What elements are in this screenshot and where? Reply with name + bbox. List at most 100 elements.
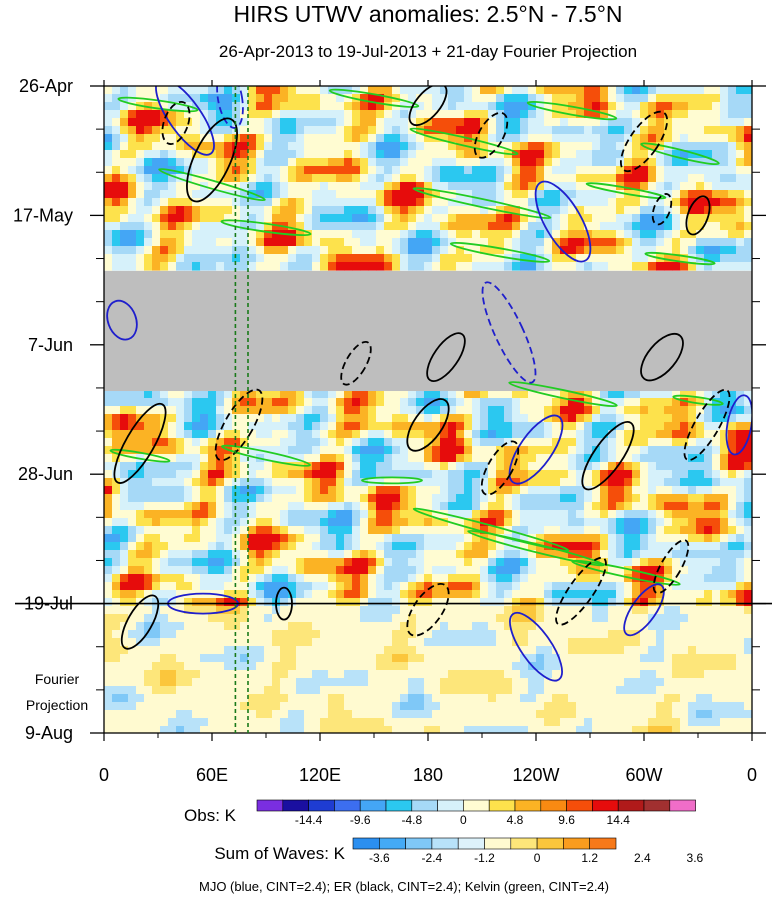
y-tick-label: 19-Jul bbox=[24, 594, 73, 614]
er-contour bbox=[426, 332, 466, 382]
kelvin-contour bbox=[328, 88, 420, 108]
colorbar-swatch bbox=[378, 837, 406, 850]
y-tick-label: 17-May bbox=[13, 205, 73, 225]
colorbar-swatch bbox=[643, 799, 671, 812]
colorbar-label: 1.2 bbox=[581, 851, 598, 865]
x-tick-label: 120W bbox=[512, 765, 559, 785]
er-contour bbox=[408, 86, 448, 127]
er-contour bbox=[340, 341, 372, 386]
colorbar-swatch bbox=[334, 799, 361, 812]
er-contour bbox=[214, 388, 264, 462]
axes: 0 60E 120E 180 120W 60W 0 26-Apr 17-May 7-Jun 28-J… bbox=[13, 76, 766, 785]
colorbar-swatch bbox=[385, 799, 413, 812]
colorbar-label: 0 bbox=[534, 851, 541, 865]
chart-subtitle: 26-Apr-2013 to 19-Jul-2013 + 21-day Four… bbox=[219, 42, 637, 61]
colorbar-swatch bbox=[282, 799, 309, 812]
colorbar-label: 2.4 bbox=[634, 851, 651, 865]
er-contour bbox=[685, 195, 711, 236]
colorbar-swatch bbox=[308, 799, 335, 812]
y-tick-label: 9-Aug bbox=[25, 723, 73, 743]
colorbar-swatch bbox=[463, 799, 490, 812]
anomaly-field bbox=[104, 86, 752, 733]
kelvin-contour bbox=[672, 394, 724, 406]
er-contour bbox=[480, 440, 520, 496]
contour-legend: MJO (blue, CINT=2.4); ER (black, CINT=2.… bbox=[199, 879, 609, 894]
mjo-contour bbox=[106, 299, 138, 341]
colorbar-swatch bbox=[592, 799, 619, 812]
kelvin-contour bbox=[640, 142, 720, 166]
er-contour bbox=[555, 556, 607, 626]
colorbar-swatch bbox=[540, 799, 567, 812]
colorbar-label: 0 bbox=[460, 813, 467, 827]
colorbar-swatch bbox=[256, 799, 284, 812]
chart-title: HIRS UTWV anomalies: 2.5°N - 7.5°N bbox=[233, 1, 622, 27]
mjo-contour bbox=[508, 414, 564, 485]
colorbar-label: 4.8 bbox=[507, 813, 524, 827]
er-contour bbox=[161, 100, 191, 145]
colorbar-swatch bbox=[536, 837, 564, 850]
er-contour bbox=[640, 332, 684, 382]
colorbar-swatch bbox=[431, 837, 459, 850]
colorbar-swatch bbox=[405, 837, 433, 850]
colorbar-swatch bbox=[563, 837, 591, 850]
kelvin-contour bbox=[158, 168, 266, 202]
kelvin-contour bbox=[526, 100, 618, 121]
er-contour bbox=[473, 111, 509, 159]
colorbar-swatch bbox=[589, 837, 617, 850]
kelvin-contour bbox=[585, 182, 667, 200]
x-tick-label: 0 bbox=[747, 765, 757, 785]
colorbar-swatch bbox=[617, 799, 645, 812]
y-tick-label: 7-Jun bbox=[28, 335, 73, 355]
colorbar-swatch bbox=[488, 799, 516, 812]
y-tick-label: 28-Jun bbox=[18, 464, 73, 484]
mjo-contour bbox=[481, 281, 537, 384]
colorbar-swatch bbox=[484, 837, 512, 850]
x-tick-label: 60E bbox=[196, 765, 228, 785]
colorbar-swatch bbox=[437, 799, 464, 812]
kelvin-contour bbox=[221, 444, 311, 467]
colorbar-swatch bbox=[514, 799, 542, 812]
colorbar-label: -4.8 bbox=[401, 813, 422, 827]
x-tick-label: 0 bbox=[99, 765, 109, 785]
colorbar-label: 3.6 bbox=[687, 851, 704, 865]
plot-area bbox=[104, 86, 752, 733]
er-contour bbox=[113, 402, 167, 484]
y-tick-label: 26-Apr bbox=[19, 76, 73, 96]
er-contour bbox=[619, 110, 669, 173]
kelvin-contour bbox=[412, 187, 552, 220]
waves-colorbar-title: Sum of Waves: K bbox=[214, 844, 345, 863]
colorbar-swatch bbox=[411, 799, 438, 812]
colorbar-label: 9.6 bbox=[558, 813, 575, 827]
colorbar-swatch bbox=[566, 799, 593, 812]
colorbar-label: -3.6 bbox=[369, 851, 390, 865]
colorbar-label: -2.4 bbox=[422, 851, 443, 865]
kelvin-contour bbox=[644, 251, 716, 266]
x-tick-label: 60W bbox=[625, 765, 662, 785]
mjo-contour bbox=[509, 611, 563, 682]
mjo-contour bbox=[534, 180, 592, 263]
er-contour bbox=[581, 421, 635, 491]
er-contour bbox=[683, 388, 731, 461]
er-contour bbox=[651, 193, 673, 226]
kelvin-contour bbox=[449, 241, 551, 263]
mjo-contour bbox=[155, 86, 215, 156]
kelvin-contour bbox=[220, 219, 312, 237]
colorbar-swatch bbox=[359, 799, 387, 812]
kelvin-contour bbox=[409, 127, 519, 156]
x-tick-label: 180 bbox=[413, 765, 443, 785]
colorbar-label: -14.4 bbox=[295, 813, 323, 827]
obs-colorbar: -14.4 -9.6 -4.8 0 4.8 9.6 14.4 bbox=[256, 799, 696, 827]
projection-label-2: Projection bbox=[26, 697, 88, 713]
er-contour bbox=[406, 583, 450, 637]
obs-colorbar-title: Obs: K bbox=[184, 806, 237, 825]
kelvin-contour bbox=[508, 381, 618, 408]
er-contour bbox=[120, 594, 160, 650]
kelvin-contour bbox=[361, 476, 423, 485]
colorbar-swatch bbox=[669, 799, 696, 812]
x-tick-label: 120E bbox=[299, 765, 341, 785]
colorbar-swatch bbox=[352, 837, 380, 850]
mjo-contour bbox=[725, 394, 752, 456]
colorbar-label: -9.6 bbox=[350, 813, 371, 827]
colorbar-swatch bbox=[457, 837, 485, 850]
